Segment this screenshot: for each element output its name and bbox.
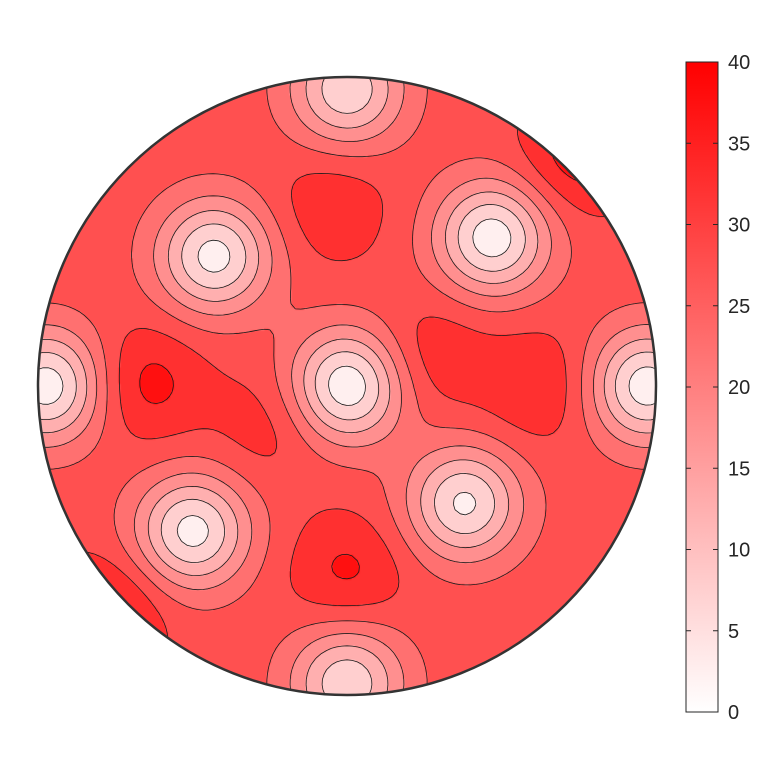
contour-line-5 [38, 218, 656, 547]
plot-boundary-circle [36, 75, 658, 697]
colorbar-tick-label: 35 [728, 133, 750, 155]
colorbar-tick-label: 25 [728, 296, 750, 318]
colorbar-tick-label: 30 [728, 215, 750, 237]
contour-lines [38, 77, 656, 695]
colorbar-tick-label: 15 [728, 458, 750, 480]
colorbar-tick-label: 40 [728, 52, 750, 74]
colorbar-tick-label: 10 [728, 540, 750, 562]
colorbar-ticks: 0 5 10 15 20 25 30 35 40 [686, 52, 750, 724]
colorbar-gradient [685, 61, 719, 713]
plot-area [36, 75, 658, 697]
colorbar-tick-label: 5 [728, 621, 739, 643]
colorbar: 0 5 10 15 20 25 30 35 40 [685, 52, 750, 724]
colorbar-tick-label: 20 [728, 377, 750, 399]
contour-line-10 [38, 77, 656, 695]
colorbar-tick-label: 0 [728, 702, 739, 724]
contour-field [38, 77, 656, 695]
